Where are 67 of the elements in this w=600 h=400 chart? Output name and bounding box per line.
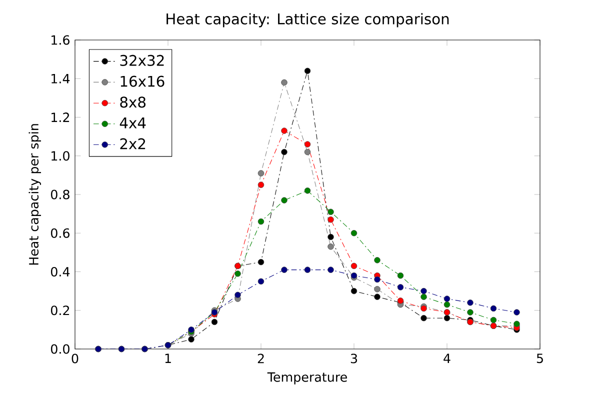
point [211,318,218,326]
point [397,272,404,279]
y-tick-label: 1.4 [52,74,70,84]
point [328,234,334,240]
point [258,182,264,188]
point [304,148,311,156]
point [328,208,334,216]
point [397,284,404,290]
point [444,314,450,322]
point [328,266,334,273]
point [304,188,311,194]
point [374,257,380,264]
point [350,230,358,236]
point [258,218,264,225]
point [374,286,380,292]
y-tick-label: 1.2 [52,112,70,122]
y-tick-label: 0.2 [50,306,70,316]
point [420,314,427,322]
x-tick-label: 3 [350,354,358,364]
x-axis-title: Temperature [267,372,347,384]
chart-title: Heat capacity: Lattice size comparison [166,13,449,28]
point [490,305,497,312]
legend-label: 8x8 [120,96,146,108]
point [258,170,264,176]
point [281,266,288,273]
x-tick-label: 5 [536,354,543,364]
y-tick-label: 0.6 [50,228,70,238]
point [258,258,264,266]
y-tick-label: 1.6 [52,35,70,45]
point [350,288,358,294]
legend-label: 4x4 [120,118,146,128]
point [420,294,427,300]
y-tick-label: 1.0 [52,151,70,161]
y-tick-label: 0.4 [50,266,70,277]
point [234,292,241,298]
point [490,316,497,324]
point [374,276,380,283]
point [444,301,450,308]
point [281,148,288,156]
point [304,68,311,74]
point [188,336,194,342]
legend-label: 2x2 [120,138,146,150]
point [328,244,334,250]
x-tick-label: 4 [444,354,450,363]
point [444,296,450,302]
y-tick-label: 0.0 [50,344,70,354]
x-tick-label: 2 [258,354,264,364]
point [350,262,358,270]
point [328,216,334,223]
x-tick-label: 1 [165,354,171,363]
point [467,309,474,316]
point [374,294,380,300]
point [514,309,520,316]
point [420,288,427,294]
x-tick-label: 0 [72,354,78,364]
point [304,141,311,148]
y-tick-label: 0.8 [50,190,70,200]
legend-label: 32x32 [120,54,164,66]
point [281,128,288,134]
y-axis-title: Heat capacity per spin [28,124,41,265]
point [258,278,264,285]
point [234,270,241,277]
legend-label: 16x16 [120,76,164,87]
point [467,300,474,306]
point [281,197,288,204]
point [281,79,288,86]
point [304,266,311,273]
